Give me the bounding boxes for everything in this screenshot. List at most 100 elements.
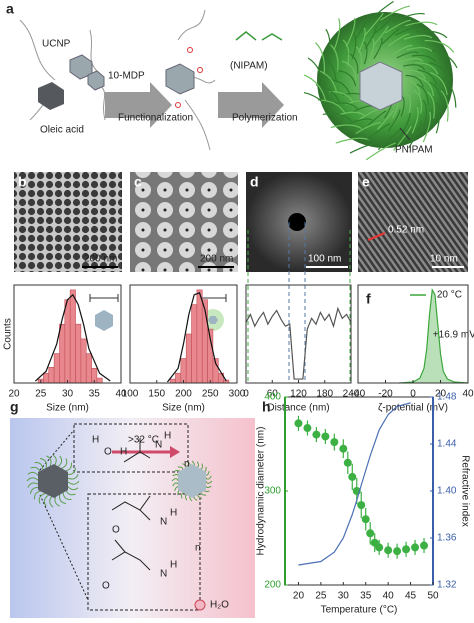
strand bbox=[404, 79, 421, 95]
inset-icon bbox=[95, 310, 113, 331]
strand bbox=[380, 28, 400, 46]
strand bbox=[347, 52, 359, 74]
strand bbox=[321, 55, 337, 83]
x-tick-label: 45 bbox=[405, 591, 417, 602]
bond bbox=[111, 438, 151, 571]
strand bbox=[416, 83, 429, 106]
bar bbox=[75, 323, 82, 384]
strand bbox=[404, 91, 411, 114]
x-tick-label: 240 bbox=[343, 389, 360, 400]
y2-tick-label: 1.40 bbox=[437, 486, 457, 497]
panel-a bbox=[19, 0, 458, 161]
bar bbox=[185, 333, 192, 384]
strand bbox=[38, 492, 47, 504]
panel-label: d bbox=[250, 174, 259, 190]
strand bbox=[394, 26, 423, 36]
y2-axis-title: Refractive index bbox=[459, 455, 470, 527]
data-point bbox=[366, 529, 375, 538]
label: PNIPAM bbox=[395, 145, 433, 156]
strand bbox=[345, 118, 373, 126]
label: Oleic acid bbox=[40, 125, 84, 136]
x-tick-label: 250 bbox=[202, 389, 219, 400]
strand bbox=[315, 42, 326, 75]
area bbox=[399, 289, 468, 383]
chem-label: n bbox=[184, 459, 190, 470]
chem-label: N bbox=[160, 569, 167, 580]
data-point bbox=[343, 458, 352, 467]
bar bbox=[48, 367, 55, 384]
line bbox=[298, 402, 411, 566]
chem-label: H bbox=[120, 447, 127, 458]
strand bbox=[384, 19, 411, 34]
chem-label: H bbox=[164, 431, 171, 442]
y-axis-title: Hydrodynamic diameter (nm) bbox=[256, 427, 267, 556]
bar bbox=[64, 299, 71, 384]
x-tick-label: 35 bbox=[89, 389, 101, 400]
polymer-strands bbox=[303, 0, 458, 161]
chem-label: O bbox=[104, 447, 112, 458]
data-point bbox=[303, 424, 312, 433]
strand bbox=[337, 111, 365, 116]
strand bbox=[367, 123, 391, 140]
arrow bbox=[170, 446, 180, 458]
chem-label: H bbox=[170, 560, 177, 571]
data-point bbox=[402, 545, 411, 554]
y-tick-label: 300 bbox=[264, 486, 281, 497]
strand bbox=[325, 28, 331, 62]
strand bbox=[307, 57, 325, 88]
x-axis-title: Temperature (°C) bbox=[321, 605, 398, 616]
strand bbox=[354, 13, 370, 41]
data-point bbox=[348, 472, 357, 481]
strand bbox=[422, 111, 431, 143]
x-tick-label: 25 bbox=[315, 591, 327, 602]
strand bbox=[66, 480, 80, 485]
scale-label: 200 nm bbox=[200, 254, 233, 265]
lattice-marker bbox=[367, 232, 386, 241]
strand bbox=[413, 90, 423, 114]
label: (NIPAM) bbox=[230, 61, 268, 72]
x-tick-label: 20 bbox=[293, 591, 305, 602]
strand bbox=[351, 32, 357, 59]
strand bbox=[442, 77, 457, 108]
label: >32 °C bbox=[128, 435, 159, 446]
x-tick-label: 50 bbox=[427, 591, 439, 602]
strand bbox=[322, 113, 353, 123]
chem-label: H bbox=[170, 508, 177, 519]
strand bbox=[405, 21, 438, 27]
strand bbox=[365, 142, 396, 161]
x-tick-label: 0 bbox=[243, 389, 249, 400]
chem-label: N bbox=[155, 440, 162, 451]
label: 10-MDP bbox=[108, 71, 145, 82]
strand bbox=[406, 47, 433, 52]
strand bbox=[428, 62, 451, 82]
strand bbox=[367, 0, 394, 23]
strand bbox=[303, 74, 327, 102]
strand bbox=[411, 54, 437, 63]
data-point bbox=[420, 541, 429, 550]
strand bbox=[205, 480, 213, 484]
data-point bbox=[339, 444, 348, 453]
panel-label: c bbox=[134, 174, 142, 190]
y-tick-label: 200 bbox=[264, 580, 281, 591]
chem-label: O bbox=[102, 581, 110, 592]
strand bbox=[303, 91, 332, 114]
strand bbox=[342, 39, 350, 66]
data-point bbox=[357, 501, 366, 510]
strand bbox=[392, 125, 412, 151]
strand bbox=[380, 5, 410, 21]
x-tick-label: -40 bbox=[351, 389, 366, 400]
annotation: +16.9 mV bbox=[433, 330, 474, 341]
panel-label: g bbox=[10, 399, 19, 415]
strand bbox=[171, 478, 179, 482]
strand bbox=[415, 30, 448, 39]
line bbox=[245, 306, 352, 380]
bar bbox=[175, 372, 182, 384]
strand bbox=[377, 129, 401, 151]
x-tick-label: 120 bbox=[290, 389, 307, 400]
scale-label: 10 nm bbox=[430, 254, 458, 265]
chem-label: H bbox=[92, 435, 99, 446]
strand bbox=[417, 69, 438, 86]
strand bbox=[335, 137, 370, 144]
data-point bbox=[375, 543, 384, 552]
y2-tick-label: 1.44 bbox=[437, 439, 457, 450]
